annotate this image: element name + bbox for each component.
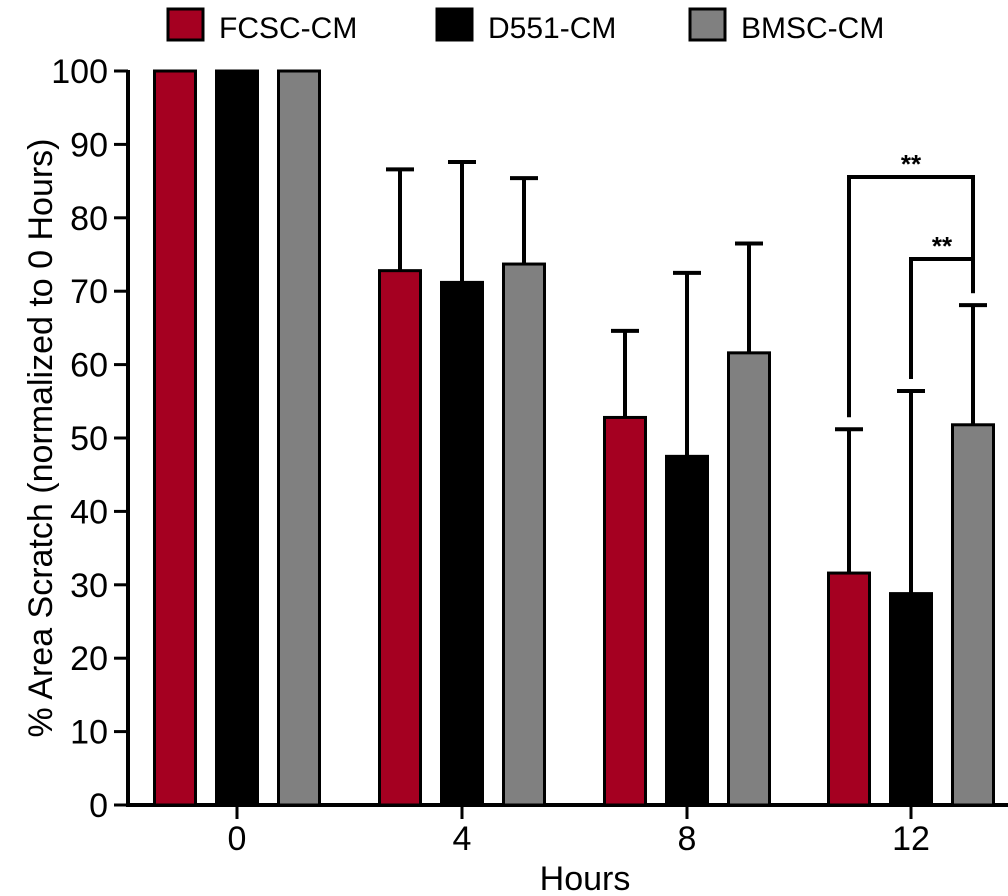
x-tick-label: 4	[453, 820, 472, 858]
y-tick-label: 60	[70, 347, 108, 385]
significance-label: **	[932, 231, 953, 261]
y-tick-label: 40	[70, 493, 108, 531]
y-tick-label: 70	[70, 273, 108, 311]
y-tick-label: 80	[70, 200, 108, 238]
y-tick-label: 50	[70, 420, 108, 458]
y-tick-label: 90	[70, 126, 108, 164]
bar	[727, 351, 771, 807]
significance-bracket	[847, 175, 975, 418]
bar	[215, 69, 259, 807]
x-tick-label: 0	[228, 820, 247, 858]
y-axis: 0 10 20 30 40 50 60 70 80 90 100	[51, 53, 130, 825]
bar	[277, 69, 321, 807]
error-bars	[386, 160, 987, 594]
legend-label: BMSC-CM	[741, 12, 884, 45]
x-axis: 0 4 8 12	[126, 803, 1008, 858]
legend: FCSC-CM D551-CM BMSC-CM	[166, 7, 884, 45]
y-tick-label: 20	[70, 640, 108, 678]
significance-annotations: ** **	[847, 149, 975, 418]
legend-label: FCSC-CM	[219, 12, 357, 45]
x-tick-label: 12	[892, 820, 930, 858]
bars	[153, 69, 995, 807]
significance-bracket	[909, 257, 975, 380]
x-axis-title: Hours	[540, 860, 631, 896]
legend-swatch	[435, 7, 474, 42]
bar	[153, 69, 197, 807]
bar	[378, 269, 422, 807]
y-tick-label: 30	[70, 567, 108, 605]
bar	[440, 280, 484, 807]
bar	[889, 592, 933, 807]
bar	[603, 415, 647, 807]
y-axis-title: % Area Scratch (normalized to 0 Hours)	[22, 138, 60, 737]
y-tick-label: 0	[89, 787, 108, 825]
y-tick-label: 10	[70, 714, 108, 752]
bar	[951, 423, 995, 807]
bar	[827, 571, 871, 807]
bar	[665, 454, 709, 807]
bar	[502, 262, 546, 807]
legend-label: D551-CM	[488, 12, 616, 45]
y-tick-label: 100	[51, 53, 108, 91]
x-tick-label: 8	[678, 820, 697, 858]
significance-label: **	[901, 149, 922, 179]
legend-swatch	[688, 7, 727, 42]
legend-swatch	[166, 7, 205, 42]
